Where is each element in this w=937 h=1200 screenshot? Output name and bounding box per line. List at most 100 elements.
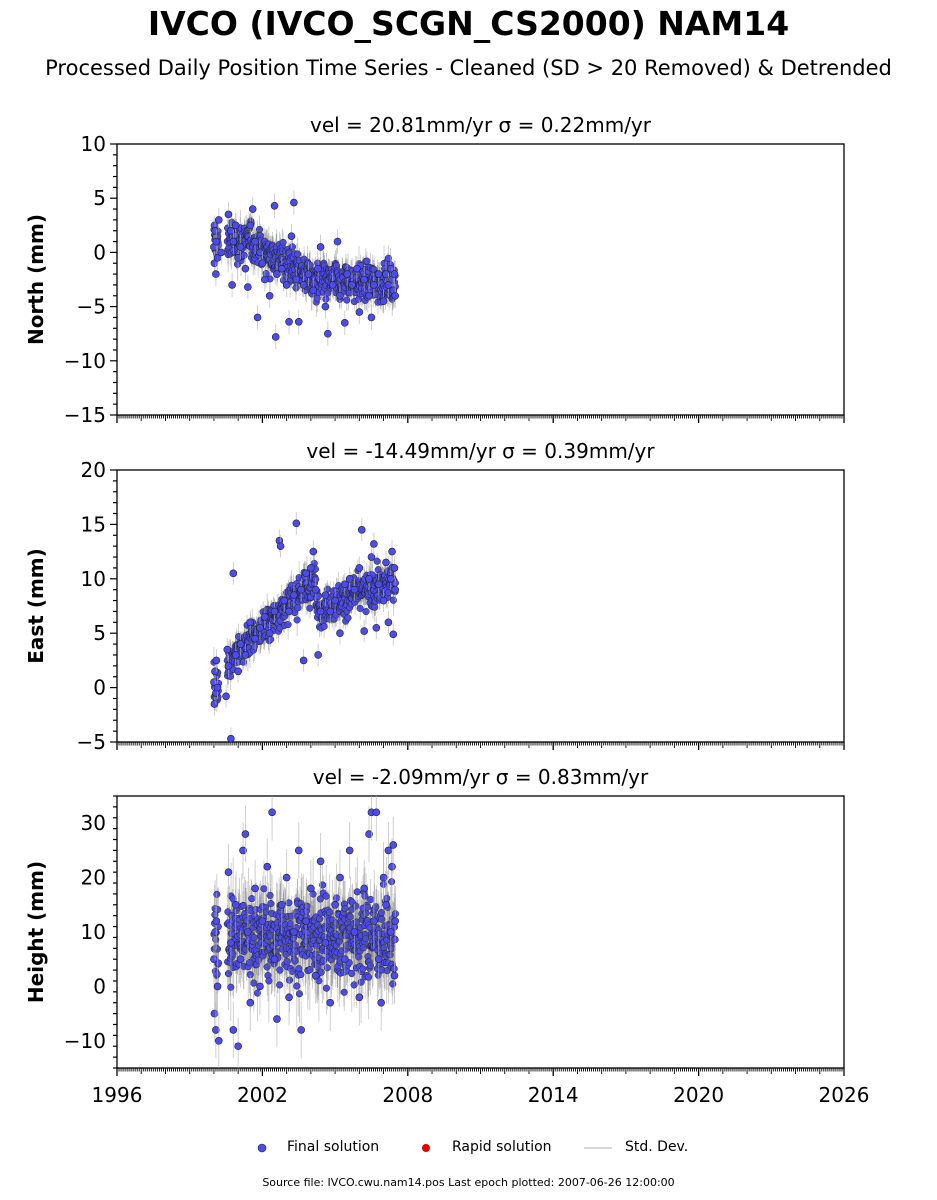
solution-point [366,961,374,970]
y-tick-label: 10 [81,567,106,591]
data-point [227,734,235,743]
data-point [277,900,286,909]
data-point [345,846,354,855]
data-point [391,291,399,300]
data-point [265,629,274,638]
data-point [229,1026,238,1034]
solution-point [285,976,294,984]
data-point [331,900,339,909]
solution-point [343,296,351,304]
y-tick-label: 5 [93,621,106,645]
solution-point [362,608,370,616]
data-point [304,270,313,278]
series-1 [210,511,399,743]
data-point [390,971,399,980]
solution-point [314,592,322,600]
data-point [388,862,396,871]
data-point [224,868,233,876]
solution-point [373,557,381,565]
y-tick-label: 20 [81,458,106,482]
data-point [214,216,223,224]
solution-point [213,890,221,898]
data-point [326,998,335,1007]
data-point [360,627,368,635]
panel-1: −15 −10 −5 0 5 10 vel = 20.81mm/yr σ = 0.22mm/… [24,113,845,427]
solution-point [348,969,356,978]
data-point [379,297,388,305]
data-point [285,993,293,1002]
solution-point [293,982,301,990]
data-point [212,1026,220,1034]
y-tick-label: −10 [64,1029,106,1053]
solution-point [346,913,354,921]
data-point [372,808,381,817]
y-tick-label: 10 [81,920,106,944]
data-point [251,237,259,246]
solution-point [276,966,284,974]
data-point [302,569,310,578]
solution-point [267,900,275,908]
solution-point [322,984,331,992]
data-point [379,596,388,605]
data-point [285,317,293,326]
data-point [367,313,376,322]
solution-point [291,957,299,965]
solution-point [306,604,314,612]
data-point [340,319,349,327]
axes-frame [116,795,845,1069]
data-point [261,275,269,284]
data-point [374,955,383,964]
data-point [294,317,303,326]
data-point [241,651,250,659]
data-point [270,955,279,964]
data-point [348,281,356,289]
data-point [328,281,337,289]
y-tick-label: 30 [81,811,106,835]
data-point [231,900,240,909]
data-point [307,884,315,893]
data-point [211,928,219,936]
daily-solution-cloud [210,842,399,1028]
data-point [309,547,318,556]
solution-point [239,901,247,909]
data-point [282,873,291,882]
data-point [390,564,399,572]
data-point [387,928,395,936]
solution-point [283,957,291,966]
data-point [367,553,376,561]
y-tick-label: 10 [81,132,106,156]
data-point [365,830,373,838]
data-point [271,333,280,341]
data-point [355,993,364,1002]
data-point [210,1009,219,1018]
solution-point [266,891,274,899]
data-point [236,640,245,648]
data-point [212,917,221,925]
data-point [384,846,393,855]
data-point [263,862,272,871]
data-point [290,591,298,599]
data-point [265,291,274,300]
solution-point [227,983,235,991]
data-point [387,574,395,583]
y-tick-label: −5 [77,295,106,319]
data-point [370,917,378,925]
axes-frame [116,143,845,416]
data-point [324,329,332,338]
data-point [340,580,349,589]
data-point [374,580,383,589]
data-point [211,226,219,235]
data-point [253,313,262,322]
time-series-plots: −15 −10 −5 0 5 10 vel = 20.81mm/yr σ = 0.22mm/… [24,113,869,1107]
data-point [336,291,344,300]
solution-point [285,899,293,907]
y-tick-label: 15 [81,512,106,536]
data-point [350,585,359,594]
data-point [213,982,222,991]
solution-point [294,604,302,612]
data-point [382,270,390,278]
data-point [261,613,269,621]
data-point [212,237,221,246]
data-point [309,286,318,295]
data-point [246,221,255,230]
